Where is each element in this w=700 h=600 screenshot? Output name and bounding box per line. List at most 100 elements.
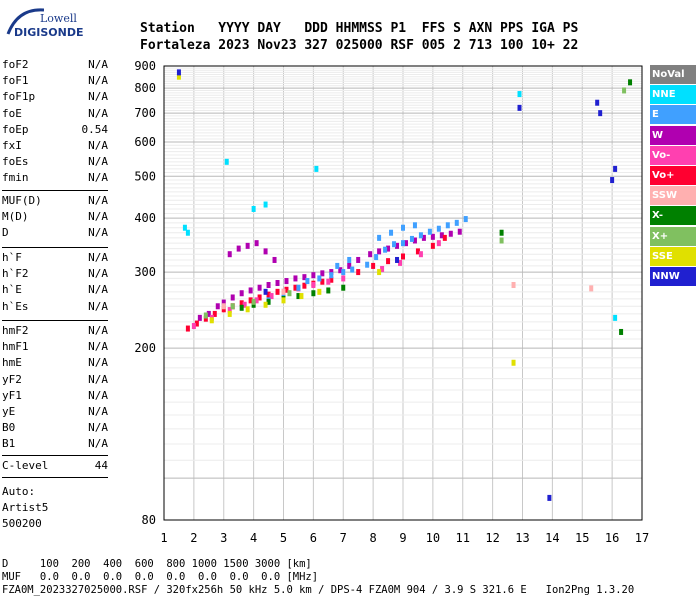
param-row: yF1 N/A: [2, 389, 108, 405]
y-tick-label: 900: [134, 59, 156, 73]
param-value: N/A: [88, 90, 108, 104]
param-row: fxI N/A: [2, 139, 108, 155]
data-point-vo-: [221, 306, 226, 313]
param-row: fmin N/A: [2, 171, 108, 187]
data-point-vo-: [415, 248, 420, 255]
param-value: N/A: [88, 404, 108, 418]
data-point-sse: [245, 306, 250, 313]
data-point-x-: [296, 293, 301, 300]
legend-item: Vo-: [650, 145, 696, 165]
x-tick-label: 17: [635, 531, 649, 545]
data-point-w: [245, 242, 250, 249]
data-point-vo-: [284, 286, 289, 293]
param-row: h`Es N/A: [2, 300, 108, 316]
data-point-e: [374, 254, 379, 261]
data-point-x-: [499, 229, 504, 236]
data-point-e: [317, 275, 322, 282]
data-point-vo-: [320, 278, 325, 285]
data-point-vo-: [242, 301, 247, 308]
data-point-nne: [251, 205, 256, 212]
data-point-vo-: [257, 294, 262, 301]
data-point-x-: [499, 237, 504, 244]
param-value: N/A: [88, 106, 108, 120]
param-name: hmF1: [2, 340, 29, 354]
param-value: N/A: [88, 58, 108, 71]
data-point-e: [389, 229, 394, 236]
data-point-e: [305, 278, 310, 285]
x-tick-label: 7: [340, 531, 347, 545]
param-value: N/A: [88, 372, 108, 386]
data-point-w: [377, 248, 382, 255]
data-point-vo-: [329, 276, 334, 283]
x-tick-label: 3: [220, 531, 227, 545]
data-point-vo-: [401, 253, 405, 260]
data-point-w: [356, 256, 361, 263]
data-point-x-: [266, 298, 271, 305]
y-tick-label: 400: [134, 211, 156, 225]
legend-item: NNW: [650, 266, 696, 286]
param-value: N/A: [88, 138, 108, 152]
data-point-ssw: [281, 288, 286, 295]
legend-item: Vo+: [650, 165, 696, 185]
param-name: h`F: [2, 251, 22, 264]
data-point-vo-: [371, 262, 376, 269]
polarization-legend: NoVal NNE E W Vo- Vo+ SSW X- X+ SSE NNW: [650, 65, 696, 287]
param-value: N/A: [88, 267, 108, 281]
header-row2: Fortaleza 2023 Nov23 327 025000 RSF 005 …: [140, 38, 579, 53]
data-point-w: [386, 245, 391, 252]
data-point-nnw: [610, 177, 615, 184]
param-value: N/A: [88, 283, 108, 297]
y-tick-label: 800: [134, 81, 156, 95]
param-row: D N/A: [2, 226, 108, 242]
data-point-nne: [185, 229, 190, 236]
param-row: M(D) N/A: [2, 210, 108, 226]
data-point-vo-: [356, 269, 361, 276]
data-point-w: [227, 251, 232, 258]
header-row1: Station YYYY DAY DDD HHMMSS P1 FFS S AXN…: [140, 21, 579, 36]
data-point-w: [320, 270, 325, 277]
footer-line2: MUF 0.0 0.0 0.0 0.0 0.0 0.0 0.0 0.0 [MHz…: [2, 571, 319, 583]
param-value: N/A: [88, 388, 108, 402]
param-row: foEp 0.54: [2, 123, 108, 139]
auto-scaling-info: Auto: Artist5 500200: [2, 484, 48, 532]
data-point-vo-: [194, 320, 199, 327]
param-row: foEs N/A: [2, 155, 108, 171]
data-point-vo-: [386, 258, 391, 265]
data-point-vo-: [442, 234, 447, 241]
plot-frame: [163, 65, 643, 521]
data-point-sse: [511, 359, 516, 366]
data-point-w: [272, 256, 277, 263]
param-name: MUF(D): [2, 194, 42, 207]
data-point-e: [335, 262, 340, 269]
chart-points: [176, 69, 633, 501]
y-tick-label: 700: [134, 106, 156, 120]
param-row: hmF1 N/A: [2, 340, 108, 356]
x-tick-label: 8: [370, 531, 377, 545]
param-row: hmE N/A: [2, 356, 108, 372]
data-point-w: [302, 274, 307, 281]
data-point-vo-: [430, 242, 435, 249]
param-name: h`Es: [2, 299, 29, 313]
data-point-x-: [203, 312, 208, 319]
x-tick-label: 9: [399, 531, 406, 545]
x-tick-label: 1: [160, 531, 167, 545]
param-row: h`F N/A: [2, 251, 108, 267]
x-tick-label: 15: [575, 531, 589, 545]
param-row: B0 N/A: [2, 421, 108, 437]
data-point-x-: [622, 87, 627, 94]
data-point-e: [463, 216, 468, 223]
data-point-nne: [613, 314, 618, 321]
x-tick-label: 4: [250, 531, 257, 545]
data-point-vo-: [380, 265, 385, 272]
legend-item: SSW: [650, 186, 696, 206]
data-point-vo-: [293, 284, 298, 291]
param-value: N/A: [88, 155, 108, 169]
x-tick-label: 11: [456, 531, 470, 545]
logo-arc-icon: [6, 8, 44, 35]
legend-item: NoVal: [650, 65, 696, 84]
y-tick-label: 200: [134, 341, 156, 355]
data-point-w: [215, 303, 220, 310]
param-name: D: [2, 226, 9, 240]
param-row: foF2 N/A: [2, 58, 108, 74]
param-group5: C-level 44: [2, 459, 108, 475]
